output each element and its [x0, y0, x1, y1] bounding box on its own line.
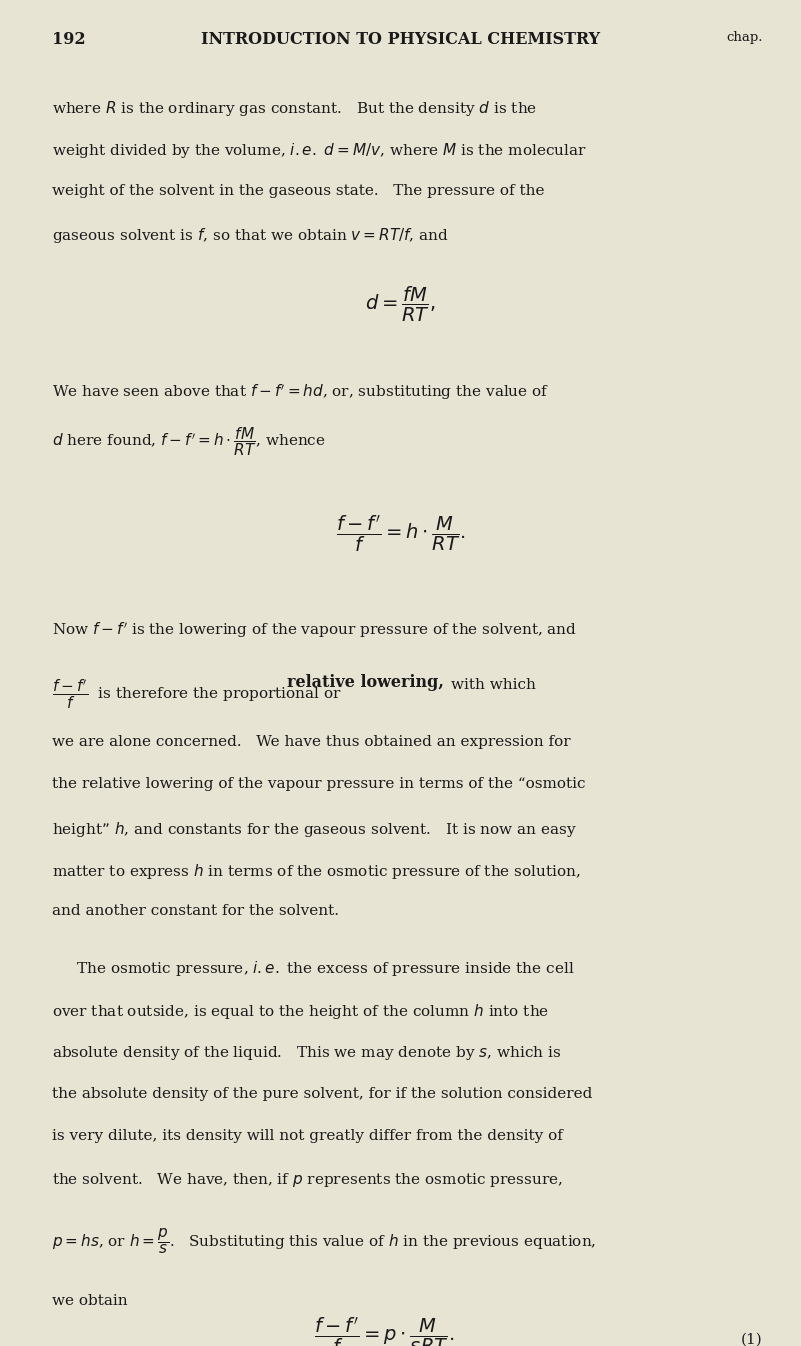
Text: we are alone concerned.   We have thus obtained an expression for: we are alone concerned. We have thus obt… [52, 735, 570, 748]
Text: We have seen above that $f - f' = hd$, or, substituting the value of: We have seen above that $f - f' = hd$, o… [52, 382, 549, 402]
Text: weight divided by the volume, $i.e.$ $d = M/v$, where $M$ is the molecular: weight divided by the volume, $i.e.$ $d … [52, 141, 587, 160]
Text: is very dilute, its density will not greatly differ from the density of: is very dilute, its density will not gre… [52, 1129, 563, 1143]
Text: $\dfrac{f - f'}{f}$  is therefore the proportional or: $\dfrac{f - f'}{f}$ is therefore the pro… [52, 677, 342, 711]
Text: relative lowering,: relative lowering, [287, 673, 444, 690]
Text: height” $h$, and constants for the gaseous solvent.   It is now an easy: height” $h$, and constants for the gaseo… [52, 820, 577, 839]
Text: $p = hs$, or $h = \dfrac{p}{s}$.   Substituting this value of $h$ in the previou: $p = hs$, or $h = \dfrac{p}{s}$. Substit… [52, 1226, 597, 1256]
Text: $d$ here found, $f - f' = h \cdot \dfrac{fM}{RT}$, whence: $d$ here found, $f - f' = h \cdot \dfrac… [52, 425, 326, 458]
Text: we obtain: we obtain [52, 1295, 127, 1308]
Text: the solvent.   We have, then, if $p$ represents the osmotic pressure,: the solvent. We have, then, if $p$ repre… [52, 1171, 563, 1190]
Text: (1): (1) [741, 1333, 763, 1346]
Text: chap.: chap. [726, 31, 763, 44]
Text: the absolute density of the pure solvent, for if the solution considered: the absolute density of the pure solvent… [52, 1086, 593, 1101]
Text: The osmotic pressure, $i.e.$ the excess of pressure inside the cell: The osmotic pressure, $i.e.$ the excess … [52, 960, 574, 979]
Text: matter to express $h$ in terms of the osmotic pressure of the solution,: matter to express $h$ in terms of the os… [52, 861, 581, 882]
Text: $d=\dfrac{fM}{RT}$,: $d=\dfrac{fM}{RT}$, [365, 285, 436, 324]
Text: absolute density of the liquid.   This we may denote by $s$, which is: absolute density of the liquid. This we … [52, 1044, 562, 1062]
Text: with which: with which [451, 677, 536, 692]
Text: $\dfrac{f - f'}{f} = h \cdot \dfrac{M}{RT}$.: $\dfrac{f - f'}{f} = h \cdot \dfrac{M}{R… [336, 514, 465, 556]
Text: Now $f - f'$ is the lowering of the vapour pressure of the solvent, and: Now $f - f'$ is the lowering of the vapo… [52, 621, 578, 639]
Text: the relative lowering of the vapour pressure in terms of the “osmotic: the relative lowering of the vapour pres… [52, 777, 586, 791]
Text: where $R$ is the ordinary gas constant.   But the density $d$ is the: where $R$ is the ordinary gas constant. … [52, 98, 537, 118]
Text: gaseous solvent is $f$, so that we obtain $v = RT/f$, and: gaseous solvent is $f$, so that we obtai… [52, 226, 449, 245]
Text: and another constant for the solvent.: and another constant for the solvent. [52, 905, 339, 918]
Text: 192: 192 [52, 31, 86, 48]
Text: over that outside, is equal to the height of the column $h$ into the: over that outside, is equal to the heigh… [52, 1001, 549, 1020]
Text: INTRODUCTION TO PHYSICAL CHEMISTRY: INTRODUCTION TO PHYSICAL CHEMISTRY [201, 31, 600, 48]
Text: weight of the solvent in the gaseous state.   The pressure of the: weight of the solvent in the gaseous sta… [52, 183, 545, 198]
Text: $\dfrac{f - f'}{f} = p \cdot \dfrac{M}{sRT}$.: $\dfrac{f - f'}{f} = p \cdot \dfrac{M}{s… [315, 1315, 454, 1346]
